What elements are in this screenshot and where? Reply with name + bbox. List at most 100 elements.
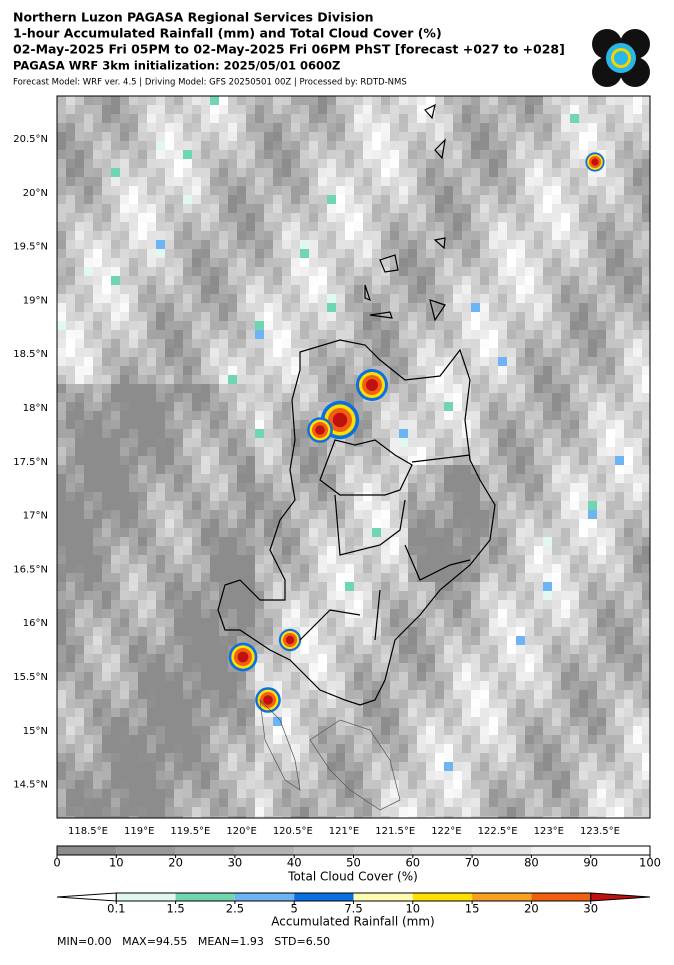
cloud-cell: [246, 672, 255, 681]
cloud-cell: [390, 285, 399, 294]
cloud-cell: [516, 465, 525, 474]
cloud-cell: [444, 501, 453, 510]
cloud-cell: [219, 294, 228, 303]
cloud-cell: [417, 735, 426, 744]
cloud-cell: [147, 735, 156, 744]
cloud-cell: [147, 726, 156, 735]
cloud-cell: [219, 501, 228, 510]
cloud-cell: [228, 105, 237, 114]
cloud-cell: [417, 330, 426, 339]
cloud-cell: [327, 249, 336, 258]
cloud-cell: [444, 402, 453, 411]
cloud-cell: [489, 501, 498, 510]
cloud-cell: [489, 483, 498, 492]
cloud-cell: [516, 123, 525, 132]
cloud-cell: [633, 726, 642, 735]
cloud-cell: [300, 321, 309, 330]
cloud-cell: [282, 366, 291, 375]
cloud-cell: [381, 222, 390, 231]
cloud-cell: [453, 528, 462, 537]
cloud-cell: [498, 222, 507, 231]
cloud-cell: [237, 114, 246, 123]
cloud-cell: [561, 438, 570, 447]
cloud-cell: [444, 123, 453, 132]
cloud-cell: [120, 132, 129, 141]
cloud-cell: [111, 357, 120, 366]
cloud-cell: [291, 699, 300, 708]
cloud-cell: [147, 168, 156, 177]
cloud-cell: [525, 564, 534, 573]
cloud-cell: [588, 573, 597, 582]
cloud-cell: [273, 285, 282, 294]
cloud-cell: [192, 483, 201, 492]
cloud-cell: [480, 699, 489, 708]
cloud-cell: [453, 168, 462, 177]
cloud-cell: [471, 339, 480, 348]
cloud-cell: [588, 438, 597, 447]
cloud-cell: [228, 771, 237, 780]
cloud-cell: [138, 510, 147, 519]
cloud-cell: [498, 537, 507, 546]
cloud-cell: [318, 96, 327, 105]
cloud-cell: [129, 618, 138, 627]
cloud-cell: [129, 699, 138, 708]
cloud-cell: [561, 609, 570, 618]
cloud-cell: [588, 564, 597, 573]
cloud-cell: [246, 429, 255, 438]
cloud-cell: [480, 384, 489, 393]
cloud-cell: [372, 762, 381, 771]
cloud-cell: [201, 393, 210, 402]
cloud-cell: [615, 240, 624, 249]
cloud-cell: [489, 177, 498, 186]
cloud-cell: [174, 654, 183, 663]
cloud-cell: [345, 690, 354, 699]
cloud-cell: [363, 357, 372, 366]
cloud-cell: [390, 429, 399, 438]
cloud-cell: [219, 330, 228, 339]
cloud-cell: [237, 582, 246, 591]
cloud-cell: [228, 348, 237, 357]
cloud-cell: [588, 366, 597, 375]
cloud-cell: [372, 150, 381, 159]
cloud-cell: [156, 429, 165, 438]
cloud-cell: [516, 411, 525, 420]
cloud-cell: [84, 672, 93, 681]
cloud-cell: [327, 231, 336, 240]
cloud-cell: [462, 222, 471, 231]
cloud-cell: [453, 159, 462, 168]
cloud-cell: [84, 546, 93, 555]
cloud-cell: [273, 123, 282, 132]
cloud-cell: [183, 672, 192, 681]
cloud-cell: [138, 456, 147, 465]
cloud-cell: [534, 708, 543, 717]
cloud-cell: [66, 627, 75, 636]
cloud-cell: [318, 339, 327, 348]
cloud-cell: [525, 186, 534, 195]
cloud-cell: [525, 762, 534, 771]
cloud-cell: [93, 447, 102, 456]
cloud-cell: [552, 240, 561, 249]
cloud-cell: [183, 762, 192, 771]
cloud-cell: [426, 528, 435, 537]
cloud-cell: [129, 249, 138, 258]
cloud-cell: [201, 402, 210, 411]
cloud-cell: [372, 294, 381, 303]
cloud-cell: [417, 339, 426, 348]
cloud-cell: [237, 204, 246, 213]
cloud-cell: [165, 240, 174, 249]
cloud-cell: [336, 744, 345, 753]
cloud-cell: [102, 402, 111, 411]
cloud-cell: [246, 420, 255, 429]
cloud-cell: [453, 582, 462, 591]
cloud-cell: [111, 105, 120, 114]
cloud-cell: [273, 672, 282, 681]
cloud-cell: [534, 258, 543, 267]
cloud-cell: [516, 501, 525, 510]
cloud-cell: [75, 762, 84, 771]
cloud-cell: [336, 339, 345, 348]
cloud-cell: [300, 357, 309, 366]
cloud-cell: [327, 636, 336, 645]
cloud-cell: [192, 663, 201, 672]
cloud-cell: [336, 519, 345, 528]
cloud-cell: [102, 213, 111, 222]
